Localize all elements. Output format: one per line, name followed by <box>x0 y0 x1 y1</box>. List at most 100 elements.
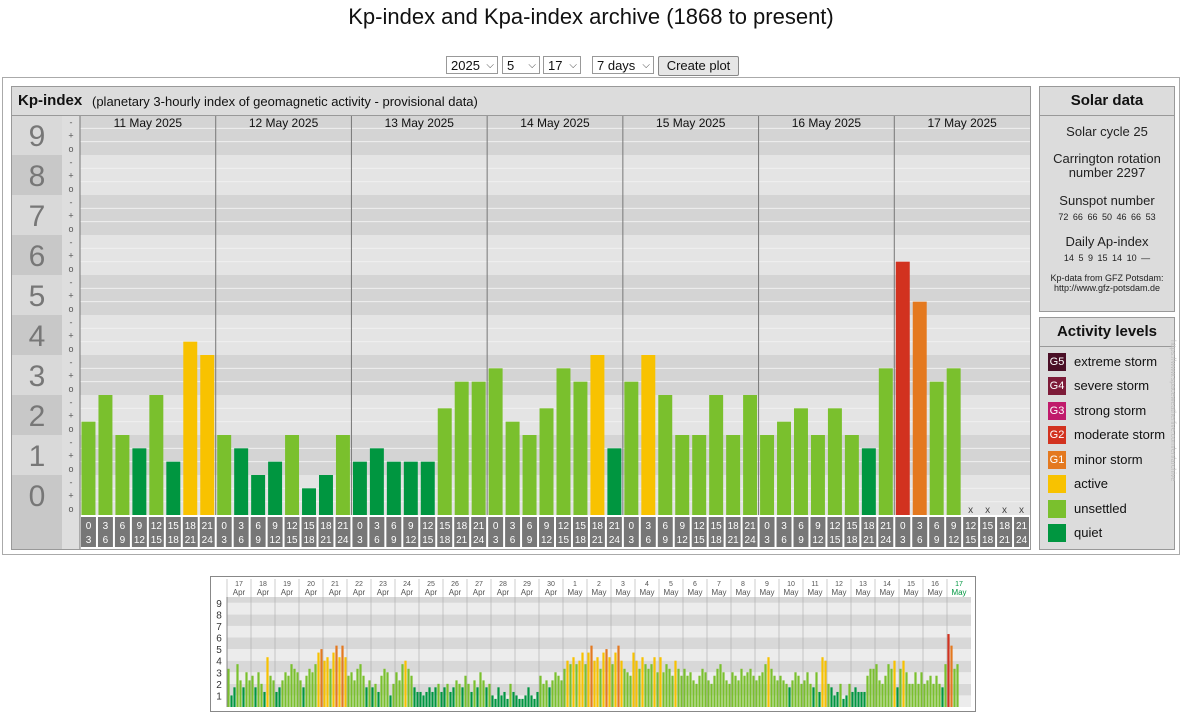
overview-kp-bar <box>677 668 680 707</box>
overview-y-tick-label: 7 <box>216 622 222 633</box>
y-tick-label: 0 <box>29 480 46 513</box>
overview-kp-bar <box>698 675 701 707</box>
overview-grid-band <box>227 597 971 603</box>
interval-cell <box>318 517 334 547</box>
overview-kp-bar <box>656 672 659 707</box>
kp-bar <box>675 435 690 515</box>
sunspot-value: 50 <box>1101 212 1112 222</box>
month-select[interactable]: 5 ⌵ <box>502 56 540 74</box>
y-tick-label: 5 <box>29 280 46 313</box>
y-subtick-label: o <box>68 424 73 434</box>
legend-label: unsettled <box>1074 501 1127 516</box>
kp-bar <box>488 368 503 515</box>
grid-band <box>80 355 1030 395</box>
overview-kp-bar <box>404 660 407 707</box>
overview-kp-bar <box>341 645 344 707</box>
create-plot-button[interactable]: Create plot <box>658 56 739 76</box>
overview-kp-bar <box>704 672 707 707</box>
interval-cell <box>437 517 453 547</box>
interval-end-label: 6 <box>510 535 516 546</box>
overview-kp-bar <box>575 664 578 707</box>
overview-kp-bar <box>560 680 563 707</box>
interval-cell <box>148 517 164 547</box>
overview-kp-bar <box>938 683 941 707</box>
kp-bar <box>777 421 791 515</box>
watermark-url: https://www.spaceweatherlive.com/en/arch… <box>1169 340 1176 482</box>
overview-kp-bar <box>269 675 272 707</box>
overview-kp-bar <box>452 687 455 707</box>
interval-start-label: 18 <box>592 521 604 532</box>
interval-start-label: 0 <box>629 521 635 532</box>
interval-cell <box>742 517 758 547</box>
y-subtick-label: - <box>70 357 73 367</box>
interval-start-label: 6 <box>391 521 397 532</box>
kp-bar <box>234 448 249 515</box>
day-select[interactable]: 17 ⌵ <box>543 56 581 74</box>
overview-day-number: 12 <box>835 581 843 588</box>
kp-bar <box>844 435 859 515</box>
interval-cell <box>589 517 605 547</box>
overview-kp-bar <box>443 687 446 707</box>
overview-kp-bar <box>878 680 881 707</box>
year-value: 2025 <box>451 58 480 73</box>
overview-kp-bar <box>707 680 710 707</box>
overview-kp-bar <box>353 680 356 707</box>
overview-kp-bar <box>626 672 629 707</box>
overview-day-number: 22 <box>355 581 363 588</box>
y-subtick-label: o <box>68 344 73 354</box>
kp-bar <box>454 381 469 515</box>
overview-month-label: Apr <box>497 588 510 597</box>
overview-kp-bar <box>680 675 683 707</box>
interval-start-label: 6 <box>798 521 804 532</box>
overview-kp-bar <box>584 664 587 707</box>
overview-kp-bar <box>326 657 329 707</box>
interval-end-label: 9 <box>662 535 668 546</box>
overview-kp-bar <box>512 691 515 707</box>
overview-day-number: 13 <box>859 581 867 588</box>
kp-bar <box>217 435 232 515</box>
overview-kp-bar <box>908 683 911 707</box>
overview-kp-bar <box>497 687 500 707</box>
overview-month-label: Apr <box>521 588 534 597</box>
overview-chart[interactable]: 1 2 3 4 5 6 7 8 9 17 Apr 18 Apr 19 Apr 20 Apr 21 Apr 22 Apr 2… <box>210 576 976 712</box>
kp-bar <box>760 435 775 515</box>
overview-kp-bar <box>920 672 923 707</box>
interval-start-label: 18 <box>185 521 197 532</box>
overview-kp-bar <box>440 691 443 707</box>
overview-kp-bar <box>824 660 827 707</box>
y-subtick-label: - <box>70 277 73 287</box>
overview-kp-bar <box>785 683 788 707</box>
period-select[interactable]: 7 days ⌵ <box>592 56 654 74</box>
day-label: 16 May 2025 <box>792 116 862 130</box>
overview-month-label: Apr <box>425 588 438 597</box>
overview-kp-bar <box>260 683 263 707</box>
y-axis-cell <box>12 275 62 315</box>
overview-kp-bar <box>293 668 296 707</box>
page-title: Kp-index and Kpa-index archive (1868 to … <box>348 4 834 29</box>
interval-cell <box>793 517 809 547</box>
overview-kp-bar <box>689 672 692 707</box>
interval-start-label: 18 <box>728 521 740 532</box>
interval-start-label: 15 <box>846 521 858 532</box>
interval-start-label: 15 <box>439 521 451 532</box>
overview-kp-bar <box>542 683 545 707</box>
overview-kp-bar <box>638 668 641 707</box>
overview-kp-bar <box>911 683 914 707</box>
overview-kp-bar <box>632 652 635 707</box>
y-subtick-label: - <box>70 237 73 247</box>
overview-kp-bar <box>254 687 257 707</box>
interval-start-label: 15 <box>168 521 180 532</box>
overview-kp-bar <box>683 668 686 707</box>
overview-kp-bar <box>872 668 875 707</box>
overview-kp-bar <box>623 668 626 707</box>
interval-end-label: 21 <box>863 535 875 546</box>
interval-start-label: 21 <box>473 521 485 532</box>
interval-end-label: 3 <box>493 535 499 546</box>
year-select[interactable]: 2025 ⌵ <box>446 56 498 74</box>
overview-kp-bar <box>296 672 299 707</box>
overview-month-label: May <box>663 588 678 597</box>
kp-chart-svg: 0 o + - 1 o + - 2 o + - 3 o + - 4 o + - 5 o + - 6 o + - 7 o + - 8 o + - 9 o + -… <box>12 115 1030 549</box>
day-label: 15 May 2025 <box>656 116 726 130</box>
interval-start-label: 9 <box>272 521 278 532</box>
data-source-link[interactable]: http://www.gfz-potsdam.de <box>1053 283 1161 293</box>
